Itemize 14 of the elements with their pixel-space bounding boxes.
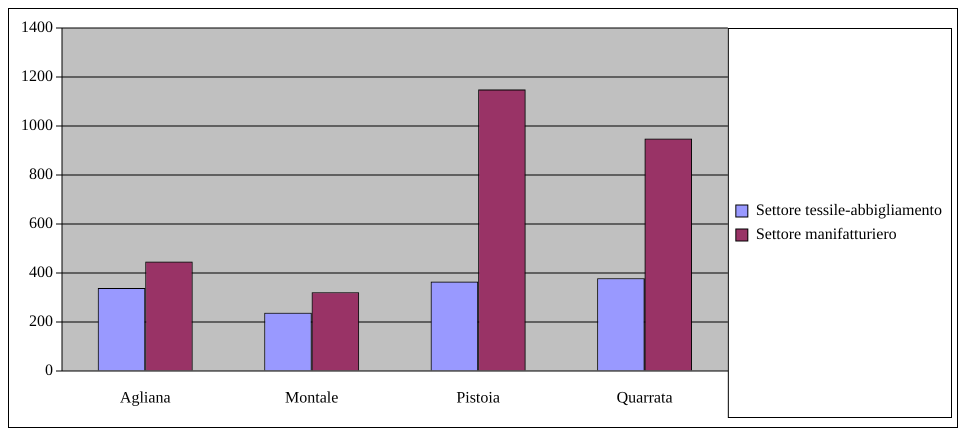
legend-label: Settore tessile-abbigliamento: [756, 202, 942, 220]
y-tick-label: 0: [45, 362, 53, 380]
x-tick-label: Quarrata: [616, 390, 673, 407]
y-tick-label: 800: [29, 166, 53, 184]
y-tick-label: 1200: [21, 68, 53, 86]
y-tick-label: 400: [29, 264, 53, 282]
y-tick-label: 1000: [21, 117, 53, 134]
y-tick-label: 1400: [21, 19, 53, 36]
legend-label: Settore manifatturiero: [756, 226, 897, 244]
y-tick-label: 200: [29, 313, 53, 330]
y-tick-label: 600: [29, 215, 53, 232]
x-tick-label: Agliana: [120, 390, 171, 407]
x-tick-label: Montale: [285, 390, 338, 407]
x-tick-label: Pistoia: [456, 390, 500, 407]
